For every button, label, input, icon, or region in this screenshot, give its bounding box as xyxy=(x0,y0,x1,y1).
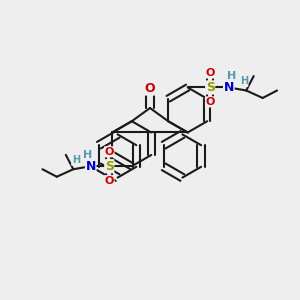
Text: O: O xyxy=(105,176,114,186)
Text: S: S xyxy=(206,81,215,94)
Text: H: H xyxy=(83,150,92,160)
Text: O: O xyxy=(206,68,215,78)
Text: H: H xyxy=(227,71,236,81)
Text: H: H xyxy=(240,76,248,86)
Text: N: N xyxy=(85,160,96,173)
Text: N: N xyxy=(224,81,234,94)
Text: O: O xyxy=(145,82,155,95)
Text: O: O xyxy=(206,97,215,107)
Text: O: O xyxy=(105,147,114,157)
Text: H: H xyxy=(72,155,80,165)
Text: S: S xyxy=(105,160,114,173)
